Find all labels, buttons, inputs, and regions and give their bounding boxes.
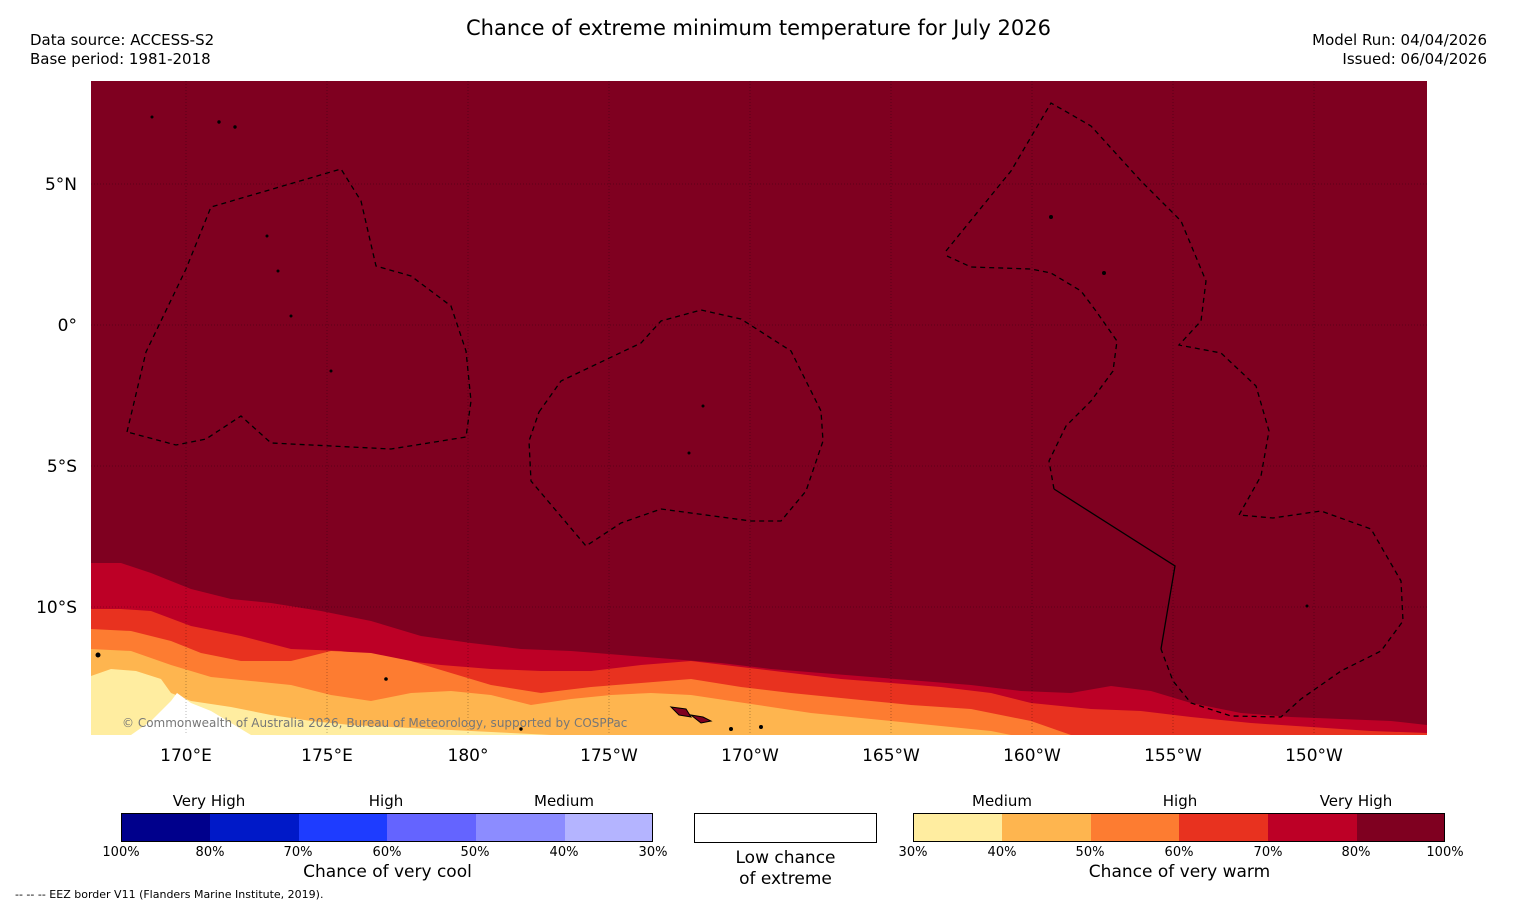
low-chance-patch: [131, 693, 251, 735]
warm-swatch-5: [1268, 813, 1357, 842]
warm-label-high: High: [1162, 792, 1198, 810]
cool-swatch-3: [299, 813, 387, 842]
warm-tick-80: 80%: [1341, 845, 1371, 860]
lon-label-175e: 175°E: [301, 746, 353, 766]
cool-tick-30: 30%: [638, 845, 668, 860]
warm-colorbar: [913, 813, 1445, 842]
model-run: Model Run: 04/04/2026: [1312, 31, 1487, 49]
cool-label-very-high: Very High: [172, 792, 246, 810]
cool-swatch-4: [387, 813, 476, 842]
cool-label-medium: Medium: [534, 792, 594, 810]
lon-label-170e: 170°E: [160, 746, 212, 766]
lon-label-155w: 155°W: [1144, 746, 1202, 766]
maritime-boundary-solid: [1053, 488, 1176, 650]
data-source: Data source: ACCESS-S2: [30, 31, 215, 49]
cool-tick-40: 40%: [549, 845, 579, 860]
low-chance-line-2: of extreme: [739, 869, 832, 889]
graticule: [91, 81, 1427, 735]
cool-colorbar: [121, 813, 653, 842]
lat-label-10s: 10°S: [36, 598, 77, 618]
low-chance-swatch: [694, 813, 877, 843]
warm-swatch-1: [913, 813, 1002, 842]
warm-swatch-6: [1357, 813, 1445, 842]
lat-label-5s: 5°S: [46, 457, 77, 477]
islands: [95, 115, 1309, 731]
warm-swatch-2: [1002, 813, 1091, 842]
lat-label-0: 0°: [57, 316, 77, 336]
cool-tick-60: 60%: [372, 845, 402, 860]
medium-40-band: [91, 649, 1011, 735]
warm-tick-60: 60%: [1164, 845, 1194, 860]
warm-swatch-4: [1179, 813, 1268, 842]
cool-tick-80: 80%: [195, 845, 225, 860]
lon-label-160w: 160°W: [1003, 746, 1061, 766]
lon-label-180: 180°: [447, 746, 489, 766]
lon-label-150w: 150°W: [1285, 746, 1343, 766]
copyright-notice: © Commonwealth of Australia 2026, Bureau…: [122, 716, 628, 730]
cool-tick-100: 100%: [102, 845, 140, 860]
lon-label-175w: 175°W: [580, 746, 638, 766]
low-chance-line-1: Low chance: [735, 848, 836, 868]
warm-tick-40: 40%: [987, 845, 1017, 860]
cool-swatch-1: [121, 813, 210, 842]
lon-label-165w: 165°W: [862, 746, 920, 766]
cool-swatch-2: [210, 813, 299, 842]
warm-swatch-3: [1091, 813, 1179, 842]
base-period: Base period: 1981-2018: [30, 50, 211, 68]
warm-tick-30: 30%: [898, 845, 928, 860]
warm-label-very-high: Very High: [1319, 792, 1393, 810]
run-info: Model Run: 04/04/2026 Issued: 06/04/2026: [1312, 31, 1487, 69]
cool-swatch-6: [565, 813, 653, 842]
map-panel[interactable]: [91, 81, 1427, 735]
issued-date: Issued: 06/04/2026: [1342, 50, 1487, 68]
lon-label-170w: 170°W: [721, 746, 779, 766]
map-title: Chance of extreme minimum temperature fo…: [465, 16, 1051, 40]
cool-legend-title: Chance of very cool: [303, 862, 472, 882]
cool-tick-50: 50%: [460, 845, 490, 860]
eez-borders: [126, 102, 1404, 718]
cool-tick-70: 70%: [283, 845, 313, 860]
lat-label-5n: 5°N: [44, 175, 77, 195]
cool-swatch-5: [476, 813, 565, 842]
data-info: Data source: ACCESS-S2 Base period: 1981…: [30, 31, 214, 69]
warm-tick-70: 70%: [1253, 845, 1283, 860]
warm-tick-100: 100%: [1426, 845, 1464, 860]
warm-label-medium: Medium: [972, 792, 1032, 810]
eez-footnote: -- -- -- EEZ border V11 (Flanders Marine…: [15, 888, 324, 901]
warm-tick-50: 50%: [1075, 845, 1105, 860]
cool-label-high: High: [368, 792, 404, 810]
low-chance-label: Low chance of extreme: [694, 848, 877, 890]
warm-legend-title: Chance of very warm: [1088, 862, 1271, 882]
